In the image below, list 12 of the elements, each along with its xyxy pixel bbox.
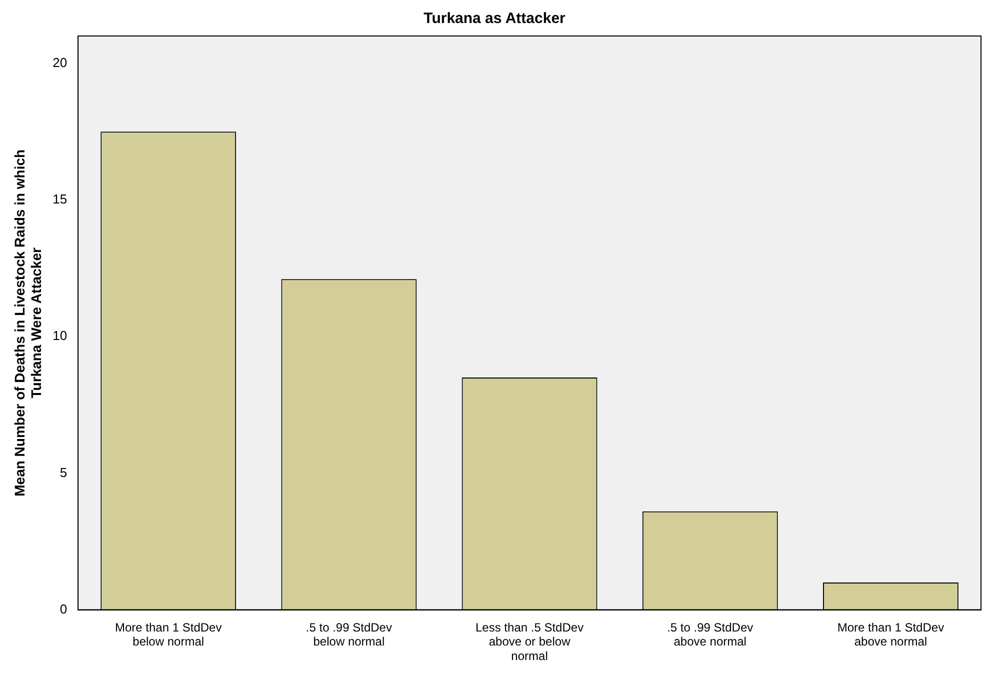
y-tick-label: 0 bbox=[60, 601, 68, 616]
y-tick-label: 5 bbox=[60, 464, 68, 480]
y-tick-label: 10 bbox=[52, 328, 68, 344]
chart-title: Turkana as Attacker bbox=[424, 10, 566, 28]
x-tick-label: Less than .5 StdDev above or below normal bbox=[475, 620, 584, 664]
x-tick-label: .5 to .99 StdDev below normal bbox=[306, 620, 392, 649]
y-tick-label: 15 bbox=[52, 192, 68, 207]
y-tick-label: 20 bbox=[52, 54, 68, 70]
x-tick-label: More than 1 StdDev below normal bbox=[114, 620, 222, 649]
y-axis-title: Mean Number of Deaths in Livestock Raids in which Turkana Were Attacker bbox=[11, 149, 44, 496]
x-tick-label: .5 to .99 StdDev above normal bbox=[667, 620, 754, 649]
x-tick-label: More than 1 StdDev above normal bbox=[837, 620, 944, 649]
